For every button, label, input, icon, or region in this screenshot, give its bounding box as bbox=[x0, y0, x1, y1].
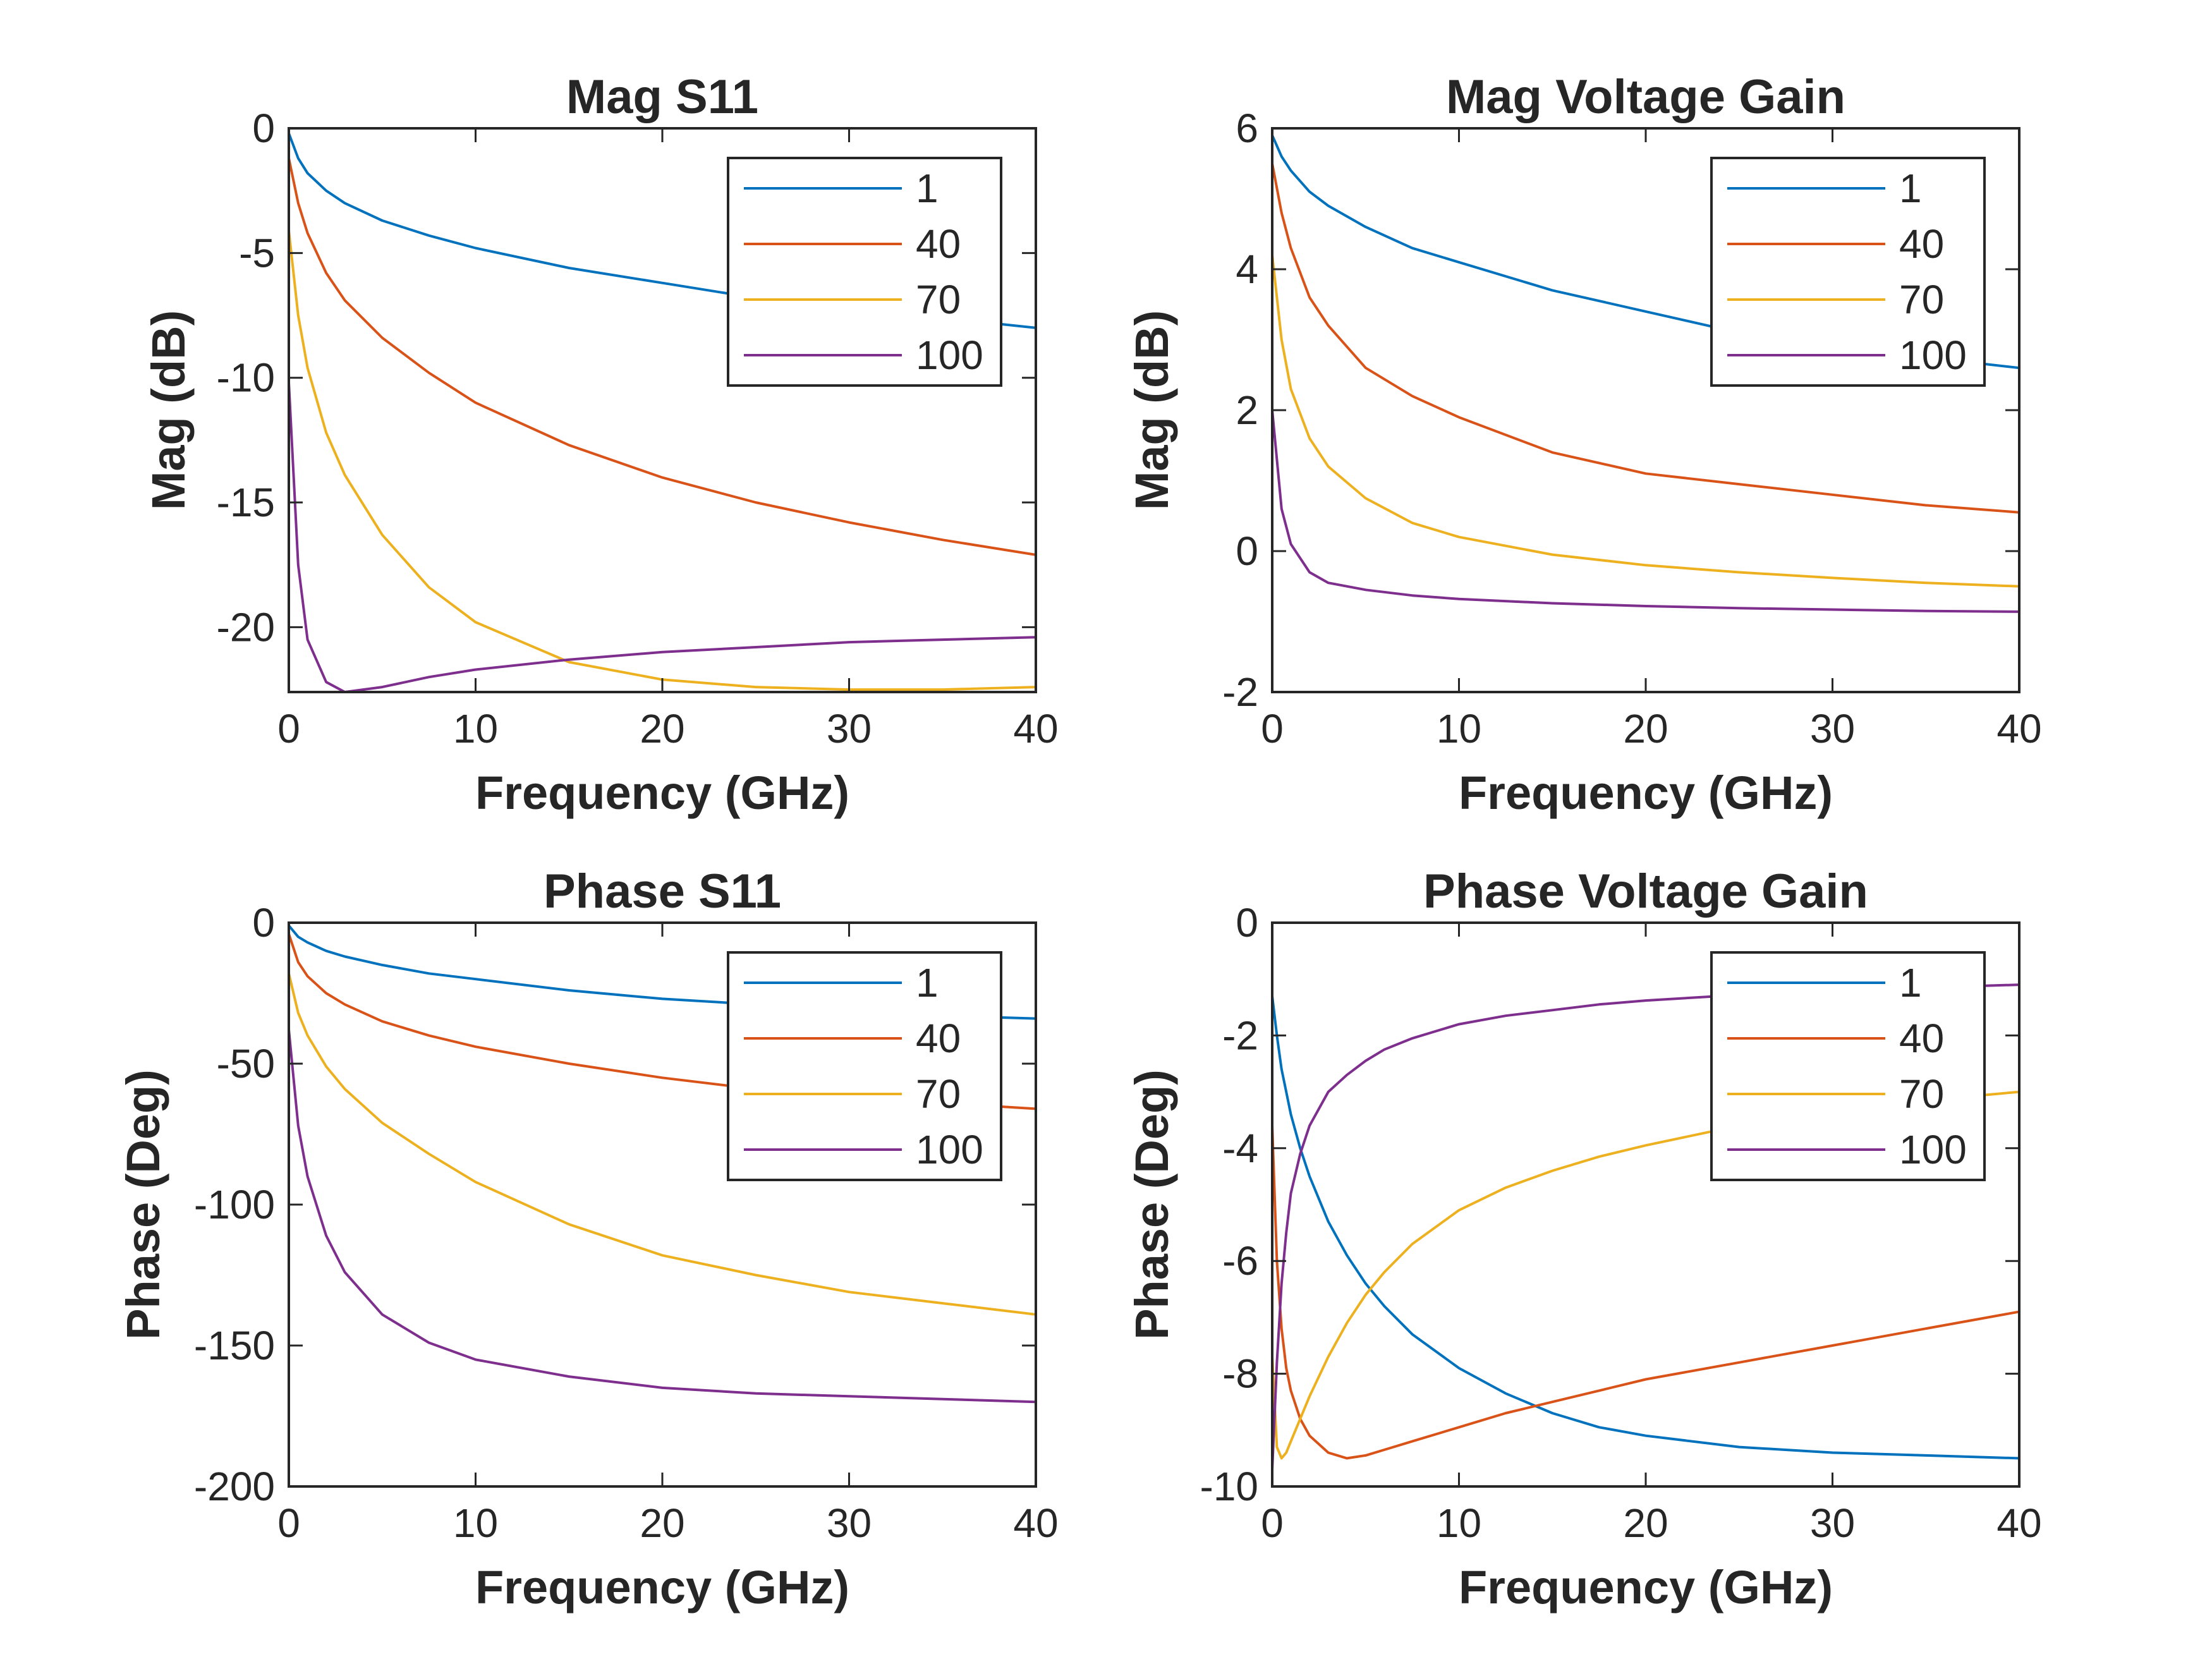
x-tick-label: 0 bbox=[277, 706, 300, 751]
x-tick-label: 20 bbox=[640, 1500, 684, 1546]
series-line-70 bbox=[1272, 1090, 2019, 1460]
x-tick-label: 0 bbox=[277, 1500, 300, 1546]
series-group bbox=[1272, 134, 2019, 613]
legend-label: 1 bbox=[916, 166, 939, 211]
x-axis-label: Frequency (GHz) bbox=[475, 1561, 849, 1613]
series-line-70 bbox=[1272, 253, 2019, 588]
legend: 1 40 70 100 bbox=[727, 951, 1002, 1181]
y-tick-label: -2 bbox=[1222, 1012, 1258, 1058]
chart-title: Phase Voltage Gain bbox=[1423, 865, 1868, 918]
legend-label: 100 bbox=[916, 332, 983, 378]
series-line-100 bbox=[289, 1028, 1036, 1404]
x-tick-label: 0 bbox=[1261, 1500, 1284, 1546]
x-tick-label: 10 bbox=[453, 1500, 498, 1546]
series-line-100 bbox=[289, 381, 1036, 692]
series-line-40 bbox=[289, 157, 1036, 556]
legend-label: 100 bbox=[1899, 332, 1967, 378]
y-axis-label: Mag (dB) bbox=[142, 310, 195, 511]
legend-label: 100 bbox=[916, 1127, 983, 1172]
x-tick-label: 30 bbox=[1810, 1500, 1855, 1546]
series-group bbox=[1272, 983, 2019, 1471]
series-line-100 bbox=[1272, 409, 2019, 613]
legend-label: 70 bbox=[1899, 277, 1944, 322]
x-tick-label: 30 bbox=[827, 706, 872, 751]
y-tick-label: -150 bbox=[194, 1323, 275, 1368]
legend-label: 1 bbox=[1899, 166, 1922, 211]
x-tick-label: 20 bbox=[1623, 706, 1668, 751]
legend-label: 40 bbox=[1899, 1016, 1944, 1061]
legend-box bbox=[727, 157, 1002, 387]
y-tick-label: 6 bbox=[1236, 106, 1258, 151]
legend-label: 70 bbox=[916, 1071, 961, 1117]
legend: 1 40 70 100 bbox=[727, 157, 1002, 387]
legend: 1 40 70 100 bbox=[1710, 157, 1986, 387]
series-line-40 bbox=[1272, 162, 2019, 514]
y-tick-label: -20 bbox=[217, 604, 276, 650]
y-tick-label: -10 bbox=[217, 355, 276, 401]
y-axis-label: Phase (Deg) bbox=[117, 1069, 169, 1340]
chart-panel-3: 0 10 20 30 40 -200 -150 -100 -50 0 Phase S11 Freque… bbox=[117, 865, 1059, 1613]
legend: 1 40 70 100 bbox=[1710, 951, 1986, 1181]
y-tick-label: -100 bbox=[194, 1182, 275, 1227]
x-tick-label: 40 bbox=[1996, 1500, 2041, 1546]
legend-label: 1 bbox=[1899, 960, 1922, 1006]
y-tick-label: -4 bbox=[1222, 1126, 1258, 1171]
y-tick-label: -2 bbox=[1222, 669, 1258, 715]
legend-label: 40 bbox=[1899, 221, 1944, 267]
legend-box bbox=[727, 951, 1002, 1181]
x-tick-label: 10 bbox=[1437, 706, 1481, 751]
chart-title: Phase S11 bbox=[544, 865, 781, 918]
series-line-70 bbox=[289, 972, 1036, 1316]
y-tick-label: 0 bbox=[252, 106, 275, 151]
y-tick-label: -10 bbox=[1200, 1464, 1259, 1509]
legend-label: 70 bbox=[916, 277, 961, 322]
y-tick-label: -8 bbox=[1222, 1351, 1258, 1397]
legend-box bbox=[1710, 951, 1986, 1181]
x-tick-label: 20 bbox=[640, 706, 684, 751]
x-tick-label: 20 bbox=[1623, 1500, 1668, 1546]
x-tick-label: 40 bbox=[1013, 1500, 1058, 1546]
y-tick-label: 0 bbox=[1236, 900, 1258, 945]
legend-box bbox=[1710, 157, 1986, 387]
x-axis-label: Frequency (GHz) bbox=[1459, 767, 1833, 819]
series-line-70 bbox=[289, 229, 1036, 691]
x-tick-label: 30 bbox=[1810, 706, 1855, 751]
series-line-100 bbox=[1272, 983, 2019, 1471]
y-tick-label: -6 bbox=[1222, 1238, 1258, 1284]
x-tick-label: 10 bbox=[453, 706, 498, 751]
legend-label: 100 bbox=[1899, 1127, 1967, 1172]
x-tick-label: 40 bbox=[1996, 706, 2041, 751]
y-tick-label: -5 bbox=[239, 230, 275, 276]
legend-label: 40 bbox=[916, 1016, 961, 1061]
x-axis-label: Frequency (GHz) bbox=[475, 767, 849, 819]
x-tick-label: 0 bbox=[1261, 706, 1284, 751]
chart-title: Mag S11 bbox=[566, 70, 758, 124]
chart-panel-4: 0 10 20 30 40 -10 -8 -6 -4 -2 0 Phase Voltage Gain F… bbox=[1126, 865, 2042, 1613]
y-tick-label: 0 bbox=[1236, 528, 1258, 574]
legend-label: 70 bbox=[1899, 1071, 1944, 1117]
series-line-1 bbox=[1272, 995, 2019, 1460]
x-tick-label: 10 bbox=[1437, 1500, 1481, 1546]
legend-label: 1 bbox=[916, 960, 939, 1006]
chart-panel-1: 0 10 20 30 40 -20 -15 -10 -5 0 Mag S11 Frequency (G… bbox=[142, 70, 1059, 819]
x-tick-label: 30 bbox=[827, 1500, 872, 1546]
y-tick-label: -15 bbox=[217, 480, 276, 525]
x-axis-label: Frequency (GHz) bbox=[1459, 1561, 1833, 1613]
y-tick-label: 4 bbox=[1236, 246, 1258, 292]
y-tick-label: 0 bbox=[252, 900, 275, 945]
chart-title: Mag Voltage Gain bbox=[1446, 70, 1845, 124]
y-axis-label: Mag (dB) bbox=[1126, 310, 1178, 511]
y-axis-label: Phase (Deg) bbox=[1126, 1069, 1178, 1340]
legend-label: 40 bbox=[916, 221, 961, 267]
y-tick-label: 2 bbox=[1236, 387, 1258, 433]
y-tick-label: -50 bbox=[217, 1041, 276, 1086]
x-tick-label: 40 bbox=[1013, 706, 1058, 751]
series-line-40 bbox=[1272, 1124, 2019, 1460]
y-tick-label: -200 bbox=[194, 1464, 275, 1509]
